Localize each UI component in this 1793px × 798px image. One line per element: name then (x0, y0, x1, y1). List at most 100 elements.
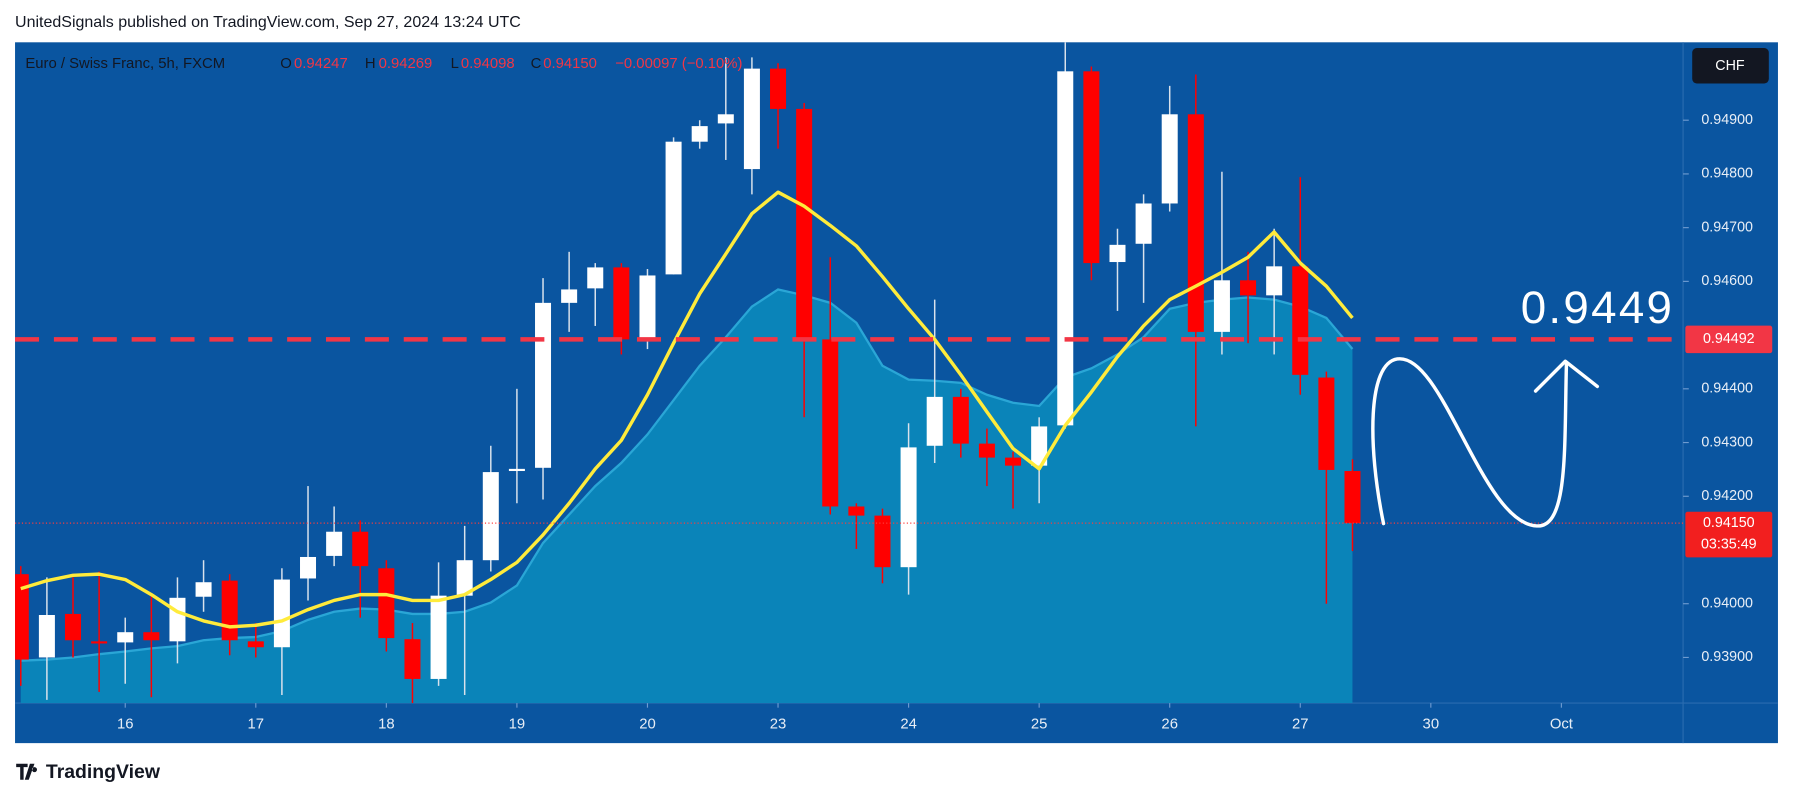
candle-body (273, 579, 290, 648)
candle-body (300, 556, 317, 579)
candle-body (1135, 203, 1152, 244)
last-price-box (1685, 511, 1773, 558)
tv-logo (16, 763, 37, 780)
annotation: 0.9449 (1521, 282, 1675, 333)
x-tick-label: 20 (639, 717, 656, 733)
candle-body (639, 275, 656, 339)
ohlc-value: 0.94247 (294, 56, 348, 72)
y-tick-label: 0.94400 (1701, 381, 1753, 397)
candle-body (770, 68, 787, 109)
symbol-title: Euro / Swiss Franc, 5h, FXCM (25, 56, 225, 72)
hand-drawn-path (1371, 357, 1569, 528)
ma-area (20, 289, 1353, 704)
x-tick-label: Oct (1550, 717, 1574, 733)
candle-body (1318, 377, 1335, 470)
currency[interactable]: CHF (1715, 58, 1745, 74)
candle-body (717, 114, 734, 124)
candle-body (587, 267, 604, 289)
arrow-head (1533, 359, 1600, 393)
x-tick-label: 18 (378, 717, 395, 733)
overlay: Euro / Swiss Franc, 5h, FXCM O 0.94247 H… (16, 48, 1769, 783)
candle-body (743, 68, 760, 170)
ohlc-value: 0.94098 (461, 56, 515, 72)
x-tick-label: 27 (1292, 717, 1309, 733)
x-tick-label: 23 (770, 717, 787, 733)
candle-body (1161, 114, 1178, 204)
candle-body (15, 574, 29, 660)
countdown: 03:35:49 (1701, 537, 1757, 553)
candle-body (143, 632, 160, 641)
candle-body (508, 468, 525, 472)
candle-body (665, 141, 682, 275)
ma-area-edge (20, 288, 1354, 662)
candle-body (796, 108, 813, 340)
change: −0.00097 (−0.10%) (615, 56, 742, 72)
candle-body (326, 531, 343, 556)
ohlc-value: 0.94150 (543, 56, 597, 72)
price-line-box (1685, 325, 1773, 354)
price-line-label: 0.94492 (1703, 331, 1755, 347)
y-tick-label: 0.94700 (1701, 219, 1753, 235)
plot: 0.93900 0.94000 0.94200 0.94300 0.94400 0.946… (15, 42, 1773, 733)
candle-body (561, 289, 578, 303)
candle-body (91, 641, 108, 644)
y-tick-label: 0.94300 (1701, 434, 1753, 450)
candle-body (874, 515, 891, 568)
y-tick-label: 0.93900 (1701, 649, 1753, 665)
y-tick-label: 0.94800 (1701, 166, 1753, 182)
last-price-label: 0.94150 (1703, 515, 1755, 531)
x-tick-label: 19 (509, 717, 526, 733)
series-layer (15, 42, 1361, 704)
candle-body (482, 472, 499, 561)
header: UnitedSignals published on TradingView.c… (15, 14, 521, 31)
candle-body (430, 595, 447, 679)
candle-body (38, 615, 55, 658)
ohlc-key: C (531, 56, 542, 72)
candle-body (117, 632, 134, 643)
candle-body (691, 126, 708, 142)
candle-body (978, 443, 995, 458)
candle-body (1109, 244, 1126, 263)
candle-body (952, 396, 969, 444)
y-tick-label: 0.94600 (1701, 273, 1753, 289)
x-tick-label: 30 (1423, 717, 1440, 733)
x-tick-label: 17 (248, 717, 265, 733)
candle-body (378, 568, 395, 639)
candle-body (900, 447, 917, 568)
candle-body (1344, 471, 1361, 524)
ohlc-key: H (365, 56, 376, 72)
candle-body (848, 506, 865, 516)
candle-body (404, 639, 421, 679)
candle-body (1213, 280, 1230, 332)
ma-line (20, 190, 1354, 629)
x-tick-label: 16 (117, 717, 134, 733)
y-tick-label: 0.94200 (1701, 488, 1753, 504)
candle-body (1240, 280, 1257, 296)
ohlc-value: 0.94269 (379, 56, 433, 72)
candle-body (456, 560, 473, 596)
candle-body (1005, 457, 1022, 466)
candle-body (822, 339, 839, 507)
candle-body (247, 641, 264, 648)
candle-body (613, 267, 630, 340)
candle-body (352, 531, 369, 567)
x-tick-label: 25 (1031, 717, 1048, 733)
ohlc-key: O (280, 56, 292, 72)
candle-body (1031, 426, 1048, 466)
candle-body (1187, 114, 1204, 332)
footer: TradingView (46, 761, 161, 783)
x-tick-label: 24 (900, 717, 917, 733)
candle-body (169, 597, 186, 642)
candle-body (65, 613, 82, 641)
candle-body (535, 302, 552, 468)
y-tick-label: 0.94000 (1701, 596, 1753, 612)
ohlc-key: L (451, 56, 459, 72)
currency-box[interactable] (1692, 48, 1769, 84)
candle-body (1083, 71, 1100, 264)
candle-body (1057, 71, 1074, 426)
candle-body (195, 582, 212, 597)
y-tick-label: 0.94900 (1701, 112, 1753, 128)
candle-body (221, 580, 238, 641)
